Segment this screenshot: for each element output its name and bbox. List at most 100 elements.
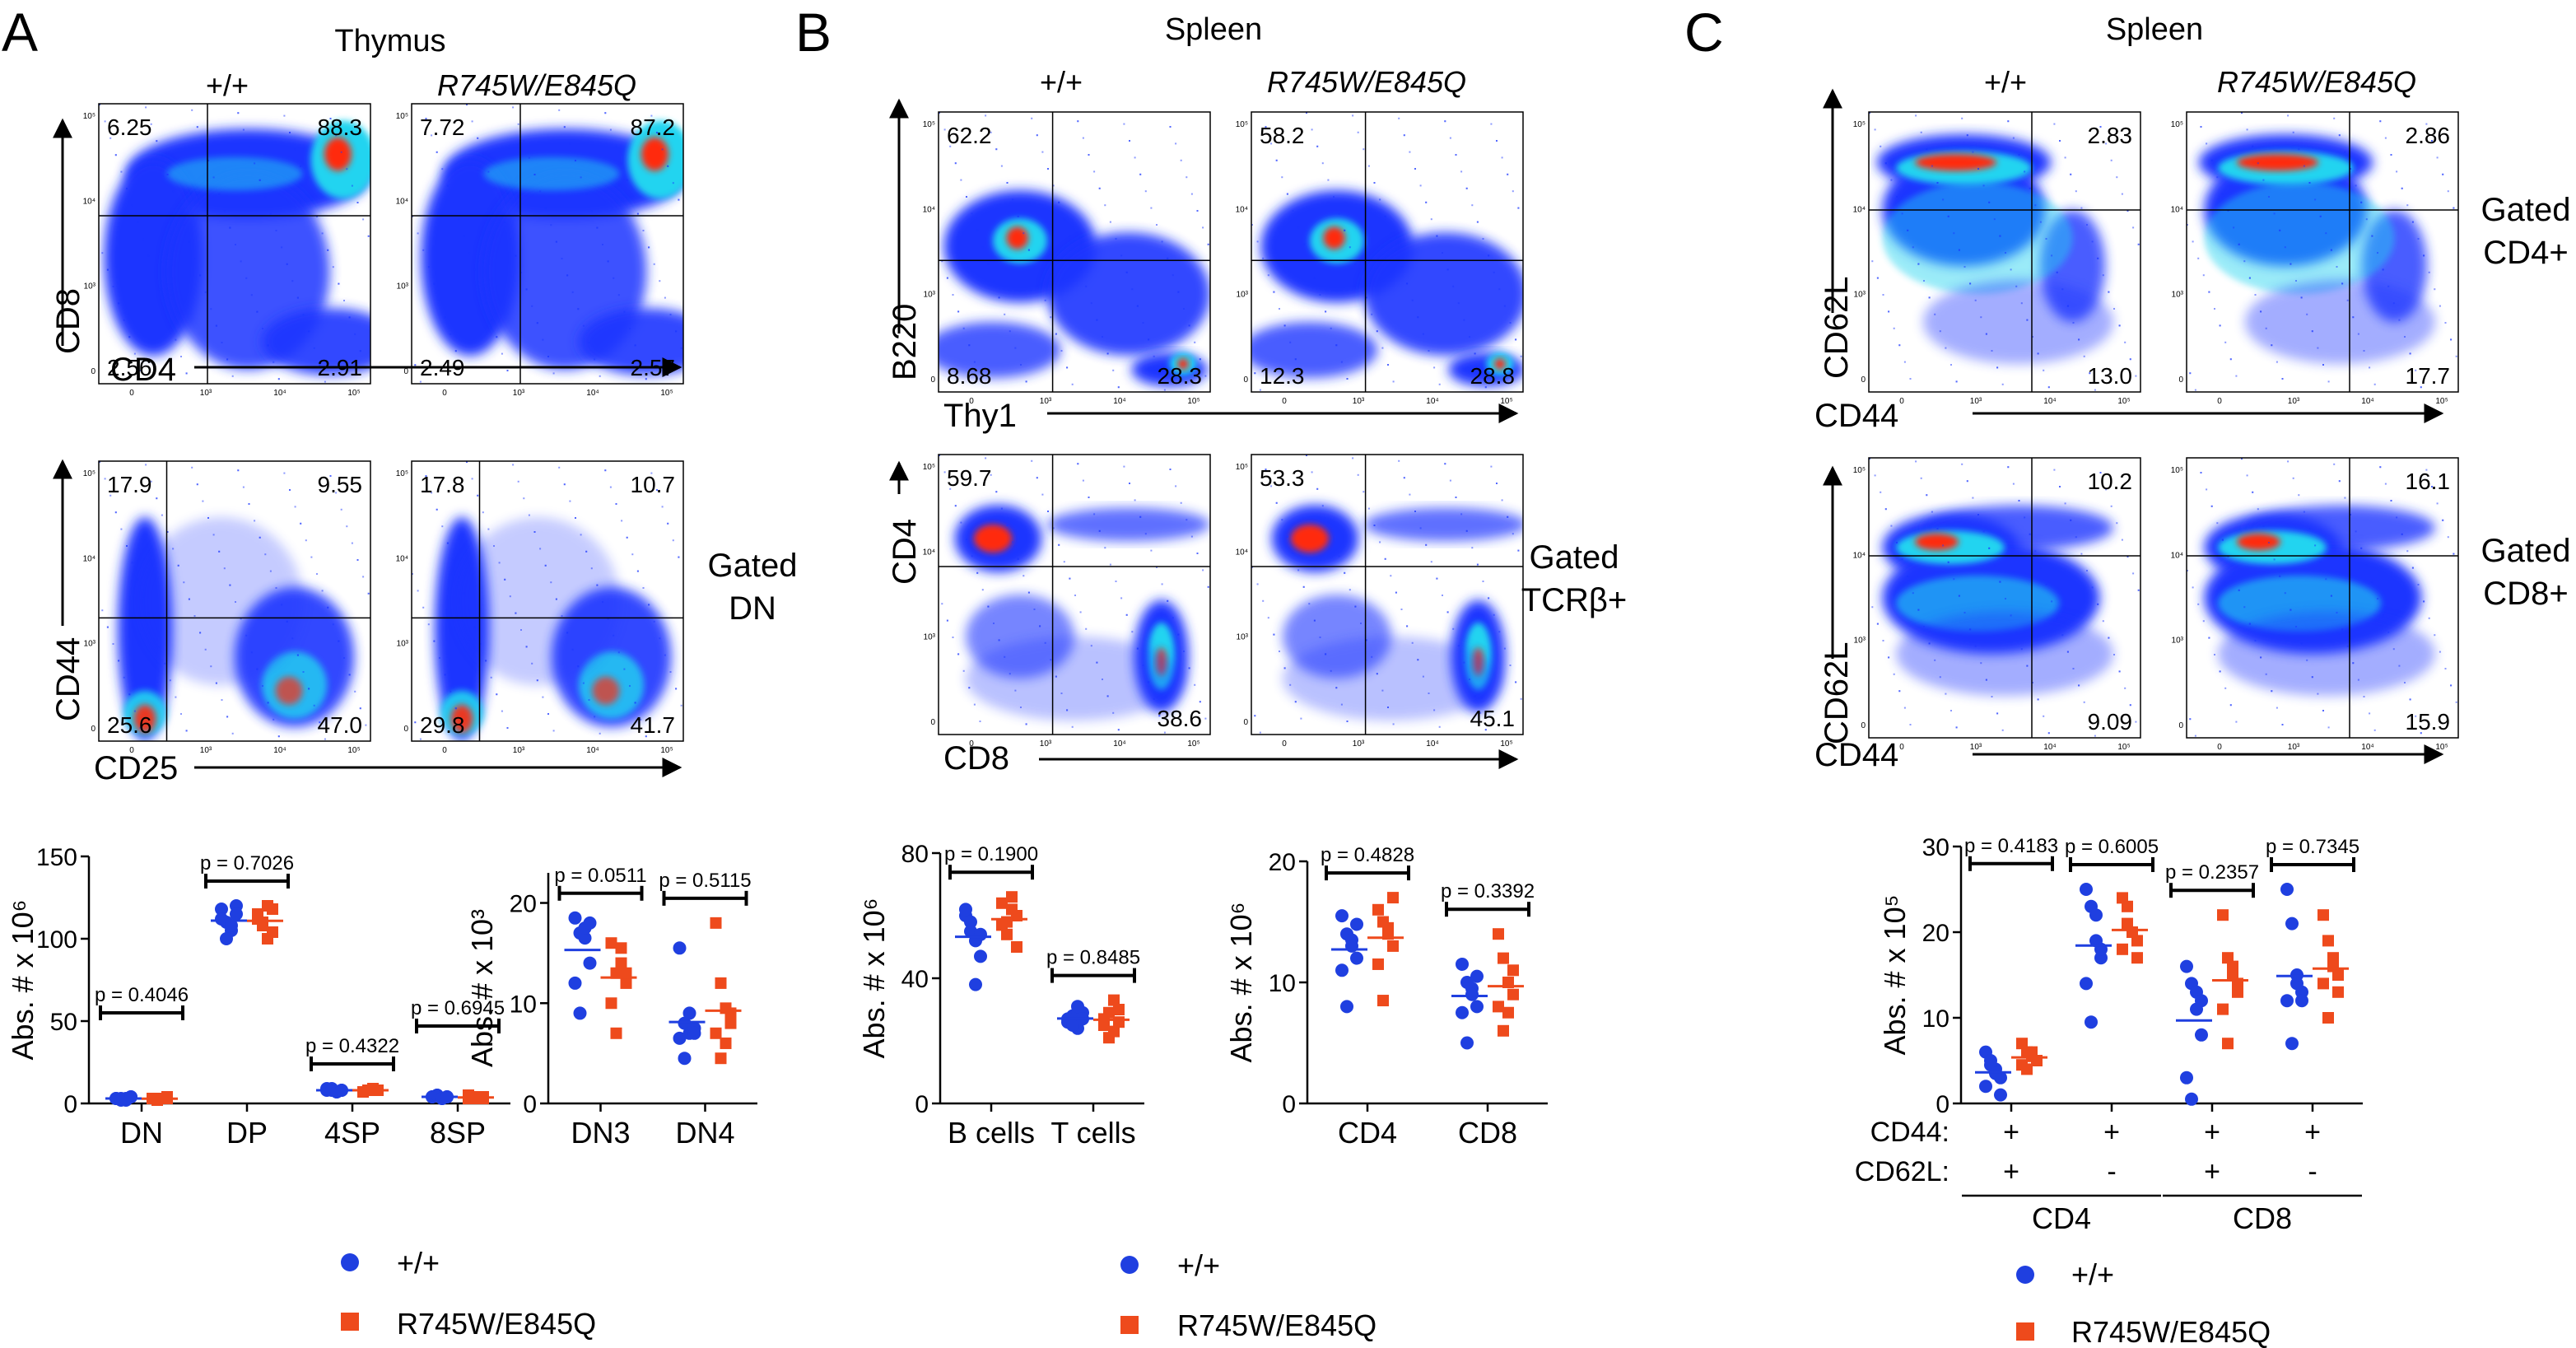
event-dot [479,286,482,287]
event-dot [433,282,436,285]
event-dot [2295,280,2297,282]
event-dot [973,361,976,363]
event-dot [1363,491,1365,493]
event-dot [313,347,315,349]
event-dot [212,534,215,536]
event-dot [1036,134,1038,137]
event-dot [1387,707,1389,708]
mut-point [2317,977,2329,990]
event-dot [2091,240,2094,243]
y-axis-label: Abs. # x 10⁶ [6,900,40,1061]
event-dot [1417,659,1419,661]
event-dot [147,254,150,257]
event-dot [1139,173,1142,175]
density-cloud [939,112,1210,391]
category-label: T cells [1050,1116,1135,1150]
event-dot [133,352,136,355]
event-dot [1373,182,1376,184]
wt-point [2285,1037,2299,1051]
event-dot [2401,533,2403,535]
event-dot [561,615,563,617]
event-dot [563,483,566,486]
event-dot [493,545,495,547]
event-dot [506,370,509,371]
event-dot [1942,198,1945,201]
event-dot [954,162,957,165]
event-dot [468,609,471,612]
event-dot [1934,659,1936,661]
event-dot [1096,661,1098,664]
event-dot [2382,614,2384,617]
event-dot [1077,463,1079,465]
event-dot [2047,386,2050,389]
event-dot [1520,355,1522,357]
event-dot [509,238,511,240]
event-dot [1313,277,1316,279]
event-dot [427,623,430,626]
x-tick-label: 0 [442,389,447,398]
event-dot [960,179,962,181]
event-dot [1455,497,1457,498]
event-dot [2108,637,2110,639]
event-dot [1422,333,1424,335]
event-dot [1340,361,1343,363]
event-dot [1365,639,1367,641]
event-dot [1433,709,1436,711]
event-dot [1950,364,1952,366]
event-dot [466,104,468,105]
wt-point [1340,1000,1353,1014]
event-dot [1463,319,1465,321]
event-dot [1882,640,1884,641]
event-dot [2303,165,2305,167]
event-dot [2005,598,2006,599]
event-dot [1953,232,1955,235]
event-dot [2078,684,2080,687]
event-dot [661,506,664,508]
group-label: CD4 [2032,1201,2091,1235]
event-dot [1352,457,1354,459]
event-dot [490,676,492,679]
event-dot [550,224,552,226]
event-dot [2352,316,2355,319]
legend-mut-label: R745W/E845Q [2071,1315,2271,1348]
event-dot [1449,479,1451,482]
event-dot [1199,358,1201,361]
event-dot [631,196,634,198]
event-dot [2034,550,2037,553]
event-dot [193,258,196,259]
event-dot [1340,703,1343,706]
event-dot [1411,641,1414,644]
density-blob [262,308,370,375]
event-dot [164,662,166,665]
event-dot [199,274,202,277]
event-dot [1980,316,1982,319]
event-dot [1517,207,1520,209]
wt-point [568,911,582,925]
quadrant-percent: 6.25 [107,114,152,140]
event-dot [262,328,263,329]
event-dot [1109,221,1111,223]
event-dot [1379,198,1381,201]
event-dot [1294,358,1297,361]
event-dot [343,657,345,659]
y-tick-label: 10 [510,991,537,1018]
event-dot [2338,480,2341,483]
y-tick-label: 10³ [1237,633,1249,642]
event-dot [1436,235,1438,237]
event-dot [623,310,626,313]
event-dot [517,480,519,483]
event-dot [1259,731,1261,734]
y-tick-label: 10³ [84,282,96,292]
wt-point [2295,994,2308,1008]
event-dot [2281,378,2284,380]
y-tick-label: 10⁴ [396,197,408,206]
event-dot [277,378,280,380]
event-dot [1876,623,1879,625]
event-dot [1325,653,1327,655]
event-dot [1300,375,1302,377]
event-dot [1270,142,1273,145]
event-dot [1367,507,1370,510]
event-dot [1446,611,1449,613]
event-dot [1172,274,1174,277]
